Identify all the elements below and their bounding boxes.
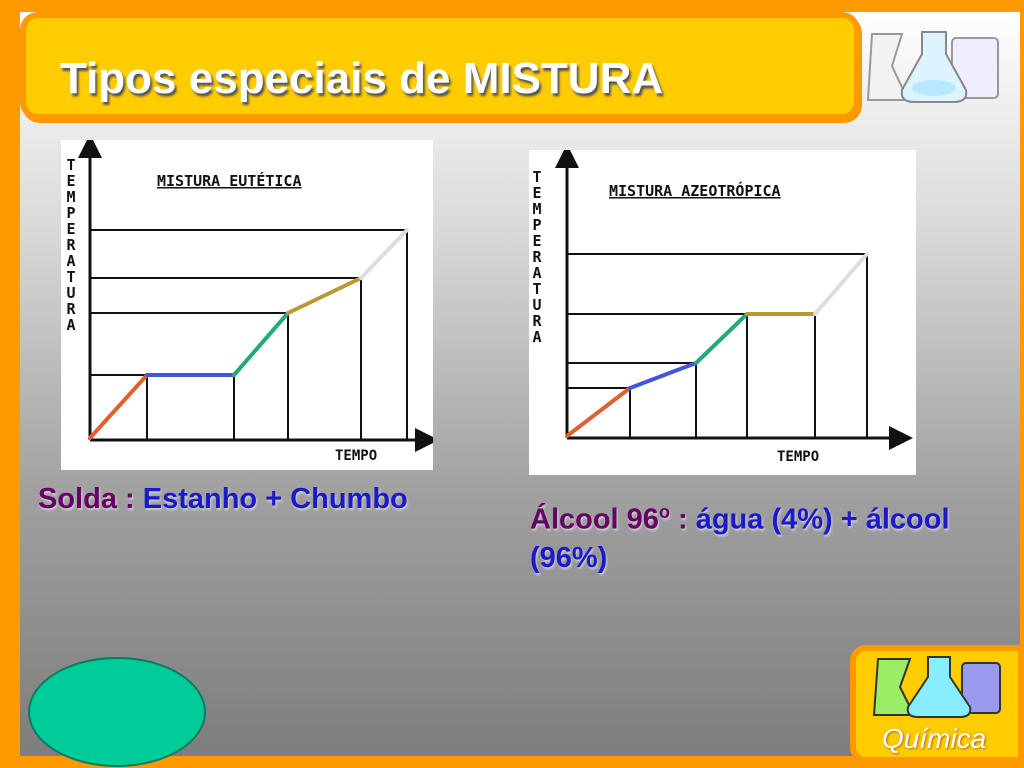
segment-vapor-heating: [359, 228, 409, 280]
chart-title: MISTURA AZEOTRÓPICA: [609, 181, 781, 200]
decorative-oval: [28, 657, 206, 767]
curve-segments: [88, 228, 409, 440]
flask-icon: [872, 656, 1001, 718]
segment-liquid-heating: [694, 312, 749, 365]
caption-eutectic-example: Estanho + Chumbo: [142, 483, 408, 515]
caption-azeotropic-composition: água (4%) + álcool (96%): [530, 503, 950, 574]
flask-icon: [866, 31, 999, 103]
caption-azeotropic: Álcool 96o : água (4%) + álcool (96%): [530, 493, 980, 577]
caption-azeotropic-label: Álcool 96: [530, 503, 659, 536]
chart-title: MISTURA EUTÉTICA: [157, 171, 302, 190]
guide-lines: [90, 229, 408, 440]
x-axis-label: TEMPO: [335, 448, 377, 464]
y-axis-label: TEMPERATURA: [62, 156, 80, 332]
chart-azeotropic: MISTURA AZEOTRÓPICA TEMPO TEMPERATURA: [529, 150, 916, 475]
x-axis-label: TEMPO: [777, 449, 819, 465]
segment-melting-range: [628, 361, 698, 390]
segment-vapor-heating: [813, 252, 869, 316]
segment-boiling-range: [286, 276, 363, 315]
caption-azeotropic-degree: o: [658, 502, 670, 522]
quimica-logo: Química: [850, 645, 1024, 763]
segment-solid-heating: [88, 373, 149, 440]
chart-eutectic: MISTURA EUTÉTICA TEMPO TEMPERATURA: [61, 140, 433, 470]
caption-azeotropic-separator: :: [669, 503, 696, 536]
slide-title: Tipos especiais de MISTURA: [60, 54, 664, 103]
caption-eutectic: Solda : Estanho + Chumbo: [38, 483, 408, 516]
guide-lines: [567, 253, 868, 438]
segment-liquid-heating: [232, 311, 290, 377]
caption-eutectic-label: Solda :: [38, 483, 143, 515]
curve-segments: [565, 252, 869, 438]
segment-solid-heating: [565, 386, 632, 438]
y-axis-label: TEMPERATURA: [529, 168, 546, 344]
title-banner: Tipos especiais de MISTURA: [20, 12, 860, 120]
logo-label: Química: [882, 723, 987, 754]
